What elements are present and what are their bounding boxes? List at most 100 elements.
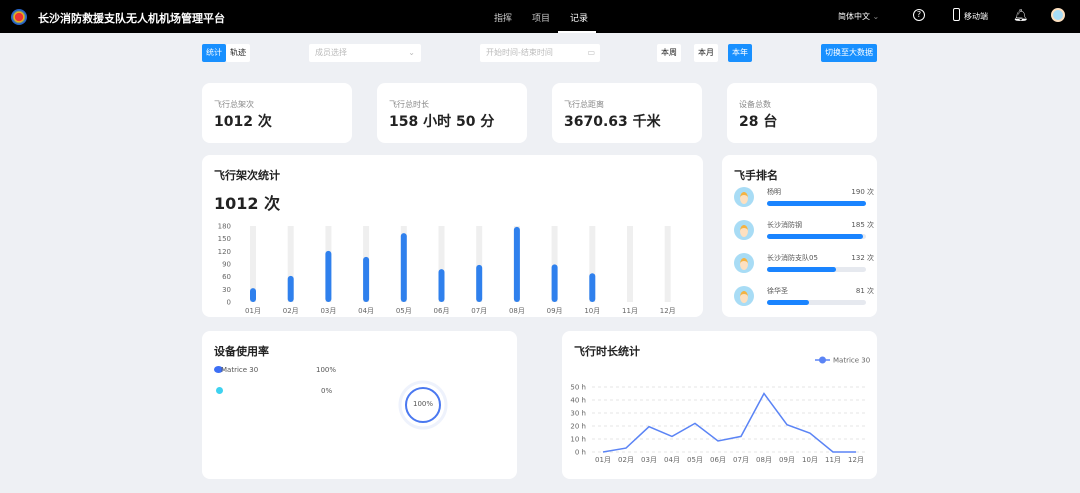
x-tick-label: 10月 [802, 456, 818, 464]
pilot-count: 81 次 [855, 287, 874, 295]
member-placeholder: 成员选择 [315, 48, 347, 57]
pilot-avatar [734, 220, 754, 240]
y-tick-label: 120 [218, 248, 231, 256]
y-tick-label: 90 [222, 261, 231, 269]
y-tick-label: 60 [222, 273, 231, 281]
flights-chart-card: 飞行架次统计 1012 次 0 30 60 90 120 150 180 01月 02月 03月 0… [202, 155, 703, 317]
ranking-bar [767, 201, 866, 206]
kpi-value: 158 小时 50 分 [389, 114, 495, 130]
x-tick-label: 12月 [660, 307, 676, 315]
x-tick-label: 08月 [756, 456, 772, 464]
nav-records[interactable]: 记录 [570, 14, 589, 24]
top-bar: 长沙消防救援支队无人机机场管理平台 指挥 项目 记录 简体中文 ⌄ ? 移动端 … [0, 0, 1080, 33]
pilot-name: 长沙消防支队05 [767, 254, 818, 262]
x-tick-label: 08月 [509, 307, 525, 315]
period-year-button[interactable]: 本年 [728, 44, 752, 62]
bar-track [250, 226, 256, 302]
y-tick-label: 150 [218, 235, 231, 243]
bar-track [551, 226, 558, 302]
x-tick-label: 09月 [547, 307, 563, 315]
kpi-label: 飞行总架次 [214, 100, 254, 109]
kpi-card-duration: 飞行总时长 158 小时 50 分 [377, 83, 527, 143]
bar [250, 288, 256, 302]
bar [551, 264, 558, 302]
usage-donut [398, 380, 448, 430]
bar-track [476, 226, 483, 302]
usage-title: 设备使用率 [214, 345, 269, 358]
legend-dot [216, 387, 223, 394]
x-tick-label: 07月 [733, 456, 749, 464]
x-tick-label: 10月 [584, 307, 600, 315]
ranking-bar-fill [767, 201, 866, 206]
x-tick-label: 05月 [687, 456, 703, 464]
bell-icon[interactable]: 🔔︎ [1013, 8, 1029, 22]
ranking-title: 飞手排名 [734, 169, 778, 182]
x-tick-label: 11月 [622, 307, 638, 315]
y-tick-label: 0 h [575, 449, 586, 457]
bar [589, 273, 596, 302]
x-tick-label: 05月 [396, 307, 412, 315]
legend-dot [214, 366, 223, 373]
y-tick-label: 10 h [570, 436, 586, 444]
mobile-icon[interactable] [953, 8, 960, 21]
logo-icon [11, 9, 27, 25]
kpi-card-distance: 飞行总距离 3670.63 千米 [552, 83, 702, 143]
period-month-button[interactable]: 本月 [694, 44, 718, 62]
y-tick-label: 20 h [570, 423, 586, 431]
period-week-button[interactable]: 本周 [657, 44, 681, 62]
x-tick-label: 01月 [595, 456, 611, 464]
mobile-link[interactable]: 移动端 [964, 12, 988, 21]
bar-track [664, 226, 671, 302]
ranking-item: 长沙消防支队05 132 次 [734, 253, 874, 283]
nav-projects[interactable]: 项目 [532, 14, 551, 24]
user-avatar[interactable] [1051, 8, 1065, 22]
legend-value: 100% [316, 366, 337, 374]
y-tick-label: 50 h [570, 384, 586, 392]
donut-arc [405, 387, 441, 423]
language-select[interactable]: 简体中文 ⌄ [838, 11, 879, 22]
bar [400, 233, 407, 302]
x-tick-label: 06月 [434, 307, 450, 315]
duration-title: 飞行时长统计 [574, 345, 640, 358]
ranking-bar-fill [767, 234, 864, 239]
bar-track [627, 226, 633, 302]
kpi-card-flights: 飞行总架次 1012 次 [202, 83, 352, 143]
series-line [602, 392, 856, 453]
pilot-count: 190 次 [851, 188, 874, 196]
x-tick-label: 11月 [825, 456, 841, 464]
ranking-bar [767, 234, 866, 239]
x-tick-label: 09月 [779, 456, 795, 464]
y-tick-label: 0 [227, 299, 231, 307]
ranking-item: 徐华圣 81 次 [734, 286, 874, 316]
pilot-name: 长沙消防钢 [767, 221, 802, 229]
pilot-name: 杨明 [767, 188, 781, 196]
kpi-value: 1012 次 [214, 114, 272, 130]
y-tick-label: 180 [218, 223, 231, 231]
legend-value: 0% [321, 387, 333, 395]
bar [287, 275, 294, 302]
language-label: 简体中文 [838, 12, 870, 21]
legend-label: Matrice 30 [833, 357, 870, 365]
x-tick-label: 03月 [320, 307, 336, 315]
pilot-avatar [734, 253, 754, 273]
date-range-input[interactable]: 开始时间-结束时间 ▭ [480, 44, 600, 62]
app-title: 长沙消防救援支队无人机机场管理平台 [38, 12, 225, 25]
bar [363, 256, 370, 302]
kpi-value: 3670.63 千米 [564, 114, 661, 130]
ranking-item: 长沙消防钢 185 次 [734, 220, 874, 250]
ranking-bar [767, 300, 866, 305]
switch-big-data-button[interactable]: 切换至大数据 [821, 44, 877, 62]
help-icon[interactable]: ? [913, 9, 925, 21]
kpi-value: 28 台 [739, 114, 778, 130]
y-tick-label: 40 h [570, 397, 586, 405]
tab-tracks[interactable]: 轨迹 [226, 44, 250, 62]
member-select[interactable]: 成员选择 ⌄ [309, 44, 421, 62]
ranking-bar-fill [767, 267, 836, 272]
ranking-bar-fill [767, 300, 810, 305]
x-tick-label: 01月 [245, 307, 261, 315]
nav-command[interactable]: 指挥 [494, 14, 513, 24]
x-tick-label: 02月 [283, 307, 299, 315]
x-tick-label: 07月 [471, 307, 487, 315]
tab-statistics[interactable]: 统计 [202, 44, 226, 62]
x-tick-label: 04月 [664, 456, 680, 464]
